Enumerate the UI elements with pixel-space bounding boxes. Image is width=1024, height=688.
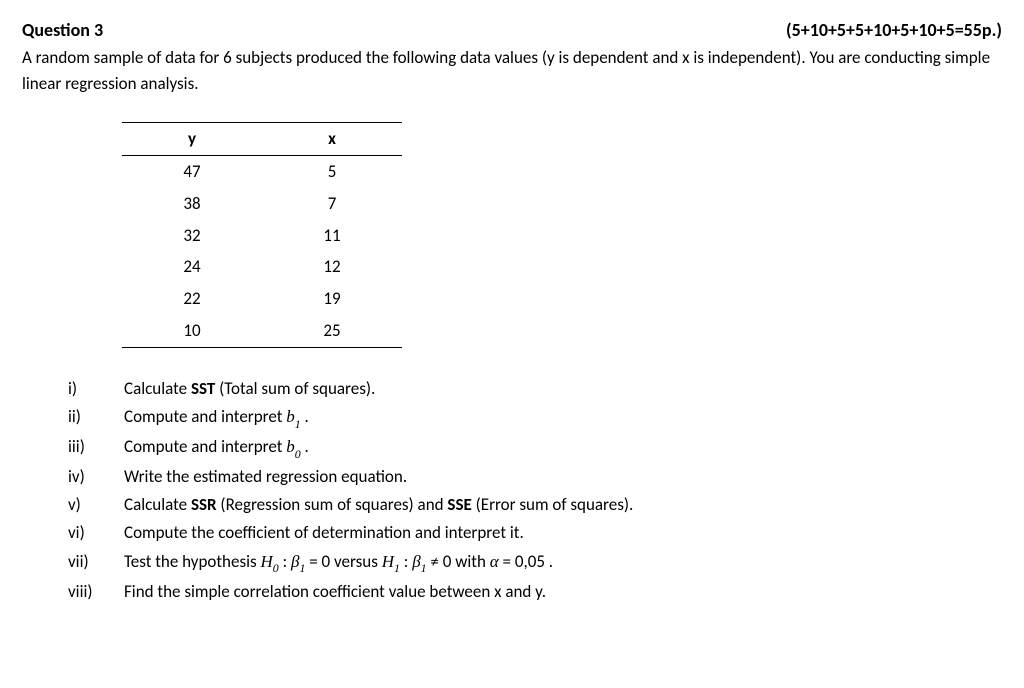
col-header-y: y bbox=[122, 123, 262, 156]
table-row: 3211 bbox=[122, 220, 402, 252]
item-text: Find the simple correlation coefficient … bbox=[124, 579, 1002, 605]
question-item-iv: iv) Write the estimated regression equat… bbox=[68, 464, 1002, 490]
data-table: y x 475 387 3211 2412 2219 1025 bbox=[122, 122, 402, 348]
item-text: Write the estimated regression equation. bbox=[124, 464, 1002, 490]
points-breakdown: (5+10+5+5+10+5+10+5=55p.) bbox=[786, 18, 1002, 43]
table-row: 387 bbox=[122, 188, 402, 220]
question-item-v: v) Calculate SSR (Regression sum of squa… bbox=[68, 492, 1002, 518]
question-item-viii: viii) Find the simple correlation coeffi… bbox=[68, 579, 1002, 605]
item-number: iv) bbox=[68, 464, 124, 490]
question-item-ii: ii) Compute and interpret b1 . bbox=[68, 404, 1002, 432]
table-header-row: y x bbox=[122, 123, 402, 156]
question-item-vi: vi) Compute the coefficient of determina… bbox=[68, 520, 1002, 546]
item-number: v) bbox=[68, 492, 124, 518]
table-row: 2412 bbox=[122, 251, 402, 283]
item-text: Compute the coefficient of determination… bbox=[124, 520, 1002, 546]
item-number: vii) bbox=[68, 549, 124, 577]
table-row: 475 bbox=[122, 155, 402, 187]
item-text: Calculate SSR (Regression sum of squares… bbox=[124, 492, 1002, 518]
table-row: 1025 bbox=[122, 315, 402, 347]
item-number: viii) bbox=[68, 579, 124, 605]
item-text: Calculate SST (Total sum of squares). bbox=[124, 376, 1002, 402]
questions-list: i) Calculate SST (Total sum of squares).… bbox=[68, 376, 1002, 605]
item-text: Compute and interpret b0 . bbox=[124, 434, 1002, 462]
question-item-i: i) Calculate SST (Total sum of squares). bbox=[68, 376, 1002, 402]
intro-text: A random sample of data for 6 subjects p… bbox=[22, 45, 1002, 96]
table-row: 2219 bbox=[122, 283, 402, 315]
question-item-vii: vii) Test the hypothesis H0 : β1 = 0 ver… bbox=[68, 549, 1002, 577]
question-title: Question 3 bbox=[22, 18, 103, 43]
item-text: Compute and interpret b1 . bbox=[124, 404, 1002, 432]
item-number: iii) bbox=[68, 434, 124, 462]
item-number: i) bbox=[68, 376, 124, 402]
col-header-x: x bbox=[262, 123, 402, 156]
item-number: vi) bbox=[68, 520, 124, 546]
item-number: ii) bbox=[68, 404, 124, 432]
item-text: Test the hypothesis H0 : β1 = 0 versus H… bbox=[124, 549, 1002, 577]
question-item-iii: iii) Compute and interpret b0 . bbox=[68, 434, 1002, 462]
